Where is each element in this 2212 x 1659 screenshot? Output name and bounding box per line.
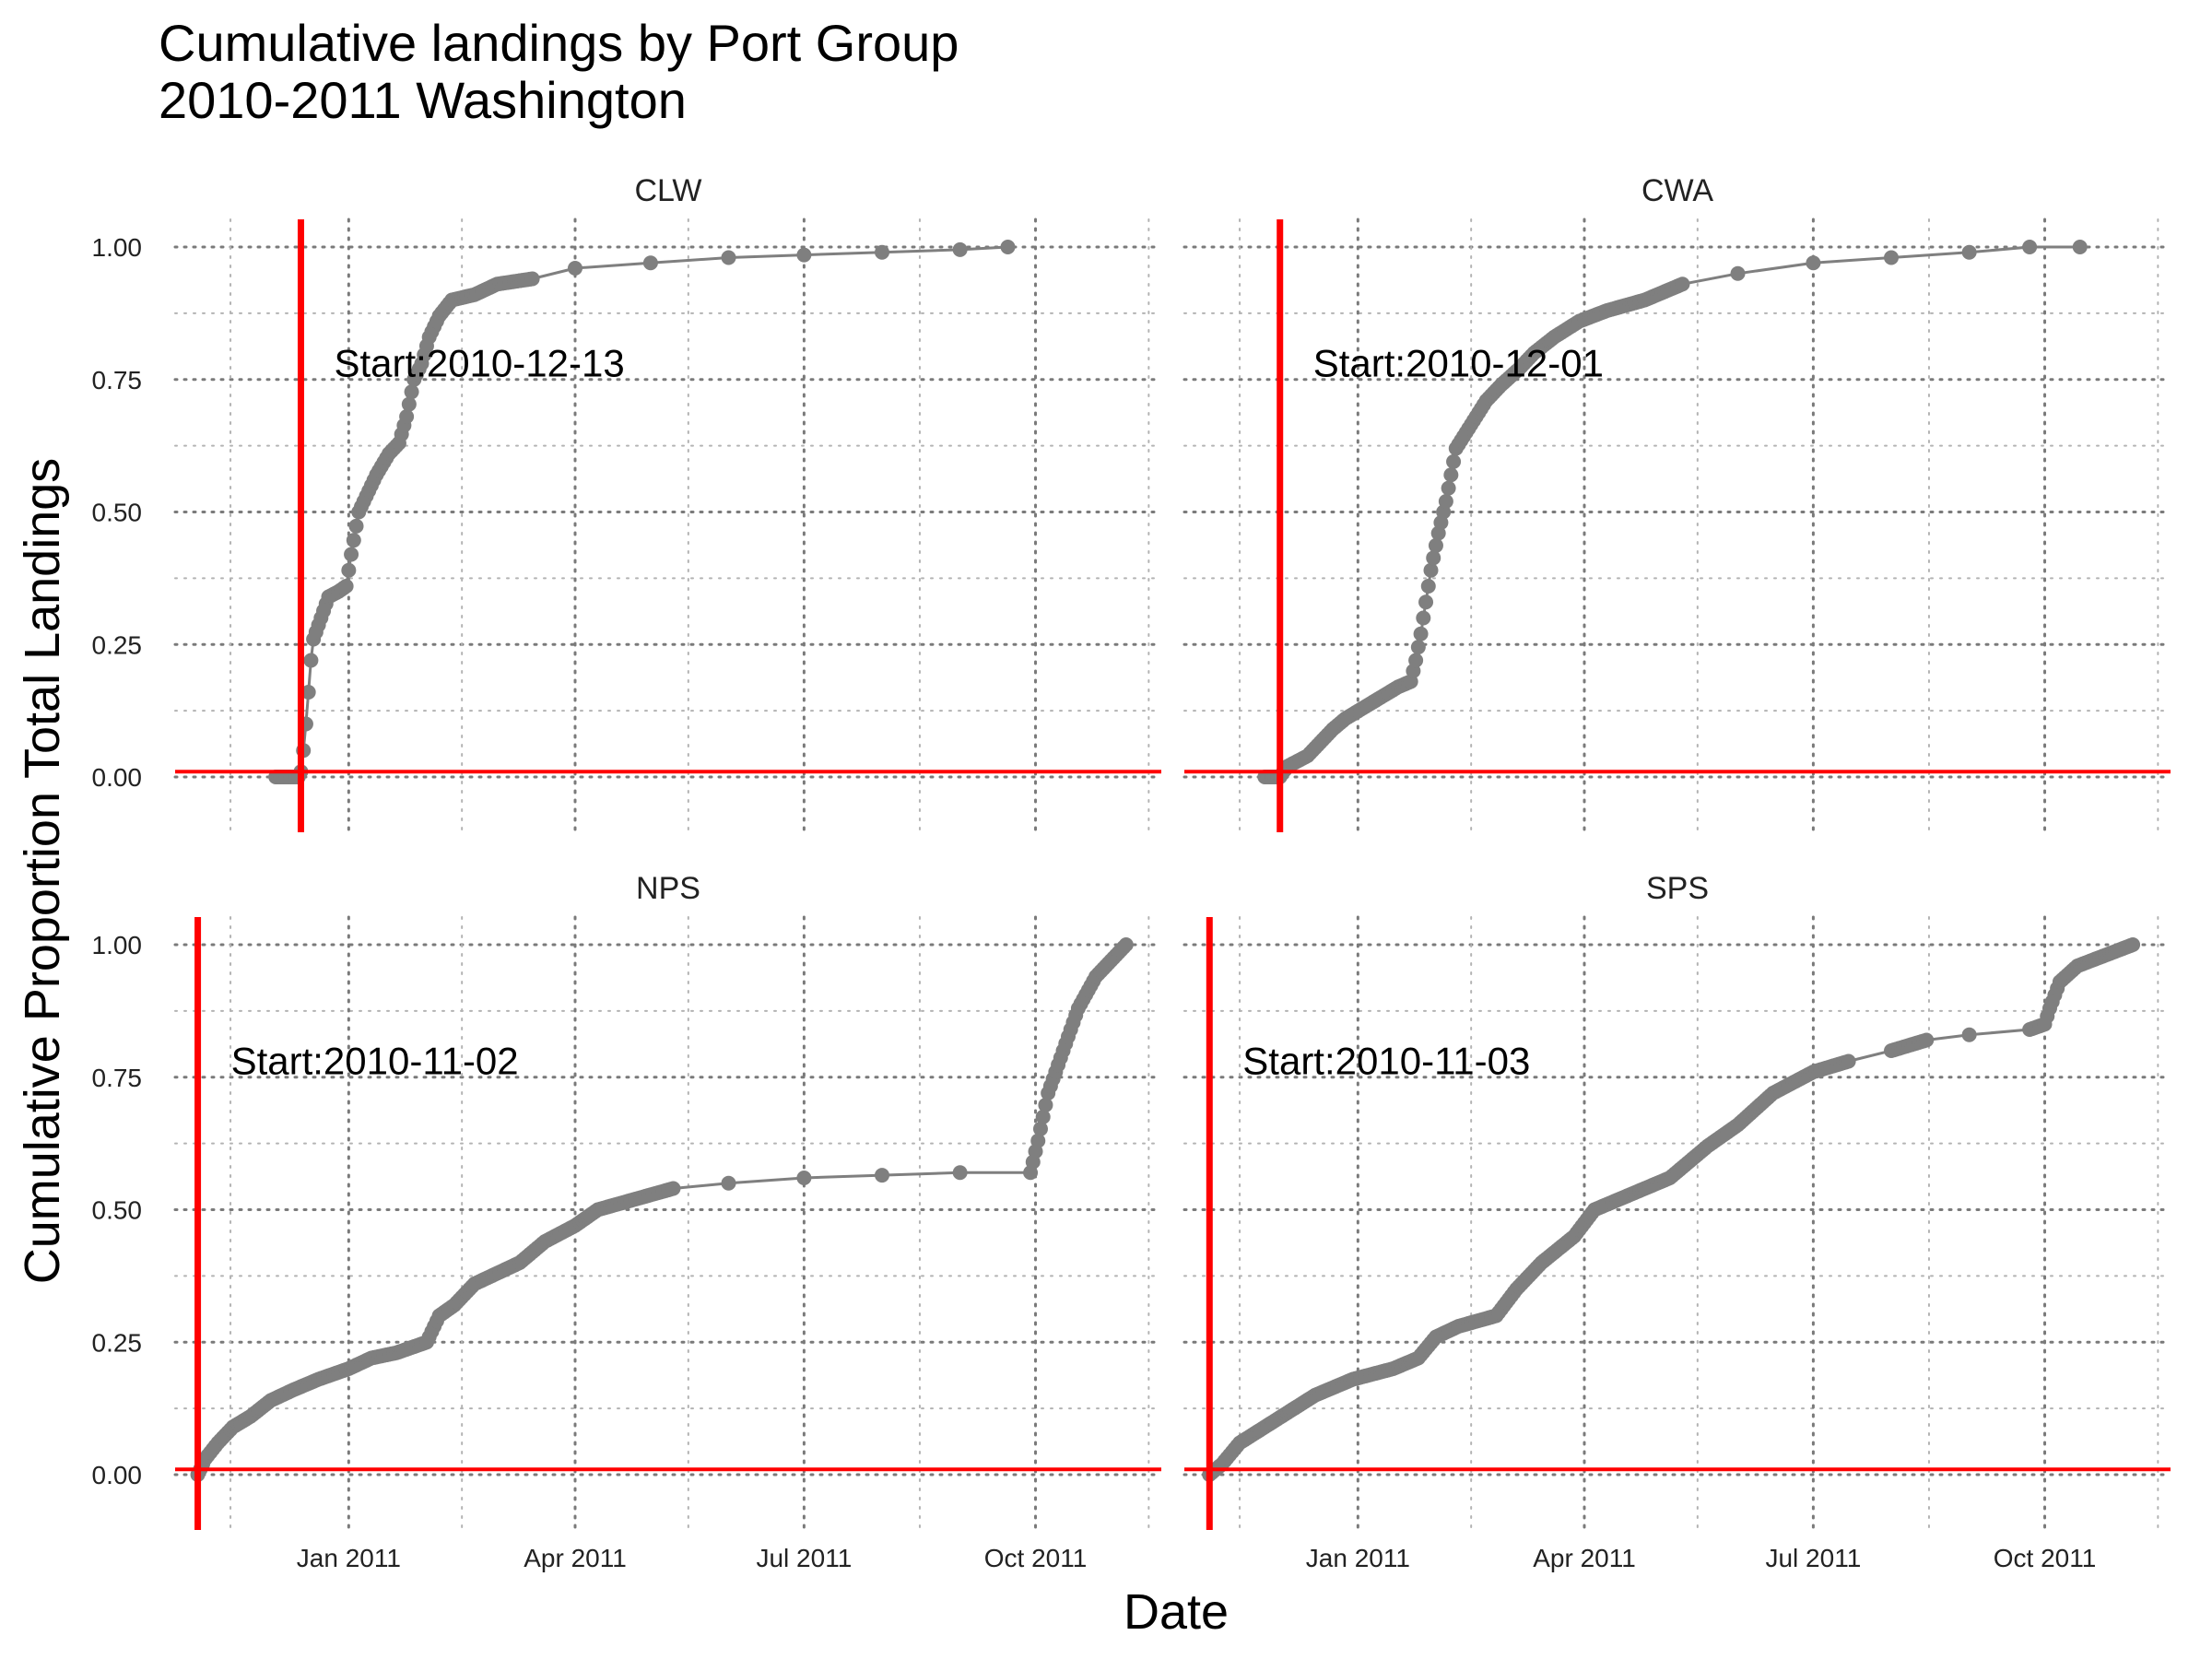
data-point [1423,562,1439,578]
y-axis-title: Cumulative Proportion Total Landings [15,458,70,1285]
data-point [796,1171,812,1185]
facet-panel-cwa: CWA Start:2010-12-01 [1182,173,2172,834]
data-point [1675,276,1690,292]
data-point [344,547,359,562]
facet-strip-label: CLW [634,173,701,208]
data-point [1446,453,1462,469]
data-point [1919,1032,1935,1048]
data-point [303,653,319,668]
data-point [2072,240,2088,254]
series-points [1202,937,2141,1482]
data-point [1426,550,1441,566]
y-tick-label: 0.75 [92,366,143,394]
x-tick-label: Jul 2011 [1765,1544,1861,1572]
y-tick-label: 1.00 [92,931,143,959]
data-point [1032,1121,1048,1136]
facet-panel-clw: CLW 0.00 0.25 0.50 0.75 1.00 Start:2010-12-13 [92,173,1163,834]
data-point [1806,255,1821,271]
start-date-annotation: Start:2010-12-01 [1313,342,1604,385]
data-point [1418,594,1434,610]
data-point [665,1181,681,1196]
data-point [1441,480,1456,496]
start-date-annotation: Start:2010-12-13 [334,342,624,385]
facet-strip-label: NPS [636,871,700,906]
data-point [721,250,736,265]
chart-title-line-2: 2010-2011 Washington [159,71,687,129]
data-point [568,261,583,276]
data-point [1443,467,1459,483]
facet-panels: CLW0.000.250.500.751.00Start:2010-12-13C… [92,173,2172,1572]
x-tick-label: Apr 2011 [1533,1544,1636,1572]
data-point [1961,244,1977,260]
data-point [2125,937,2141,952]
x-tick-label: Jan 2011 [297,1544,401,1572]
data-point [1408,653,1424,668]
data-point [1961,1027,1977,1042]
data-point [524,271,540,287]
facet-strip-label: SPS [1646,871,1709,906]
data-point [1030,1133,1046,1148]
data-point [796,247,812,263]
start-date-annotation: Start:2010-11-03 [1242,1040,1530,1083]
series-points [190,937,1134,1482]
x-tick-label: Oct 2011 [984,1544,1088,1572]
x-tick-label: Jul 2011 [756,1544,852,1572]
data-point [1000,240,1016,254]
grid [1182,915,2172,1532]
data-point [1416,610,1431,626]
y-tick-label: 0.25 [92,630,143,659]
x-tick-label: Jan 2011 [1306,1544,1410,1572]
y-tick-label: 0.00 [92,763,143,792]
start-date-annotation: Start:2010-11-02 [231,1040,519,1083]
x-axis-title: Date [1124,1584,1229,1640]
y-tick-label: 0.75 [92,1064,143,1092]
data-point [1428,537,1443,553]
data-point [1410,640,1426,655]
data-point [401,396,417,412]
data-point [348,518,364,534]
data-point [300,685,316,700]
data-point [721,1175,736,1191]
series-line-clw [276,245,1008,779]
chart-title: Cumulative landings by Port Group 2010-2… [159,14,959,129]
data-point [1884,250,1900,265]
data-point [875,1168,890,1183]
data-point [1038,1097,1053,1112]
data-point [642,255,658,271]
data-point [1035,1109,1051,1124]
data-point [952,1165,968,1181]
data-point [1413,626,1429,641]
data-point [404,384,419,400]
facet-panel-nps: NPS 0.00 0.25 0.50 0.75 1.00 Jan 2011 Apr 2011 J… [92,871,1163,1572]
y-tick-label: 1.00 [92,233,143,262]
facet-panel-sps: SPS Jan 2011 Apr 2011 Jul 2011 Oct 2011 Start… [1182,871,2172,1572]
chart-title-line-1: Cumulative landings by Port Group [159,14,959,72]
data-point [1118,937,1134,952]
facet-strip-label: CWA [1641,173,1713,208]
data-point [875,244,890,260]
data-point [346,533,361,548]
data-point [1420,579,1436,594]
y-tick-label: 0.50 [92,499,143,527]
data-point [952,241,968,257]
data-point [1438,494,1453,509]
y-tick-label: 0.25 [92,1328,143,1357]
data-point [338,579,354,594]
data-point [399,409,415,424]
data-point [341,562,357,578]
grid [173,915,1163,1532]
x-tick-label: Apr 2011 [524,1544,627,1572]
x-tick-label: Oct 2011 [1994,1544,2097,1572]
data-point [1841,1053,1856,1069]
y-tick-label: 0.00 [92,1461,143,1489]
data-point [2022,240,2038,254]
y-tick-label: 0.50 [92,1196,143,1225]
data-point [1730,265,1746,281]
grid [173,218,1163,834]
